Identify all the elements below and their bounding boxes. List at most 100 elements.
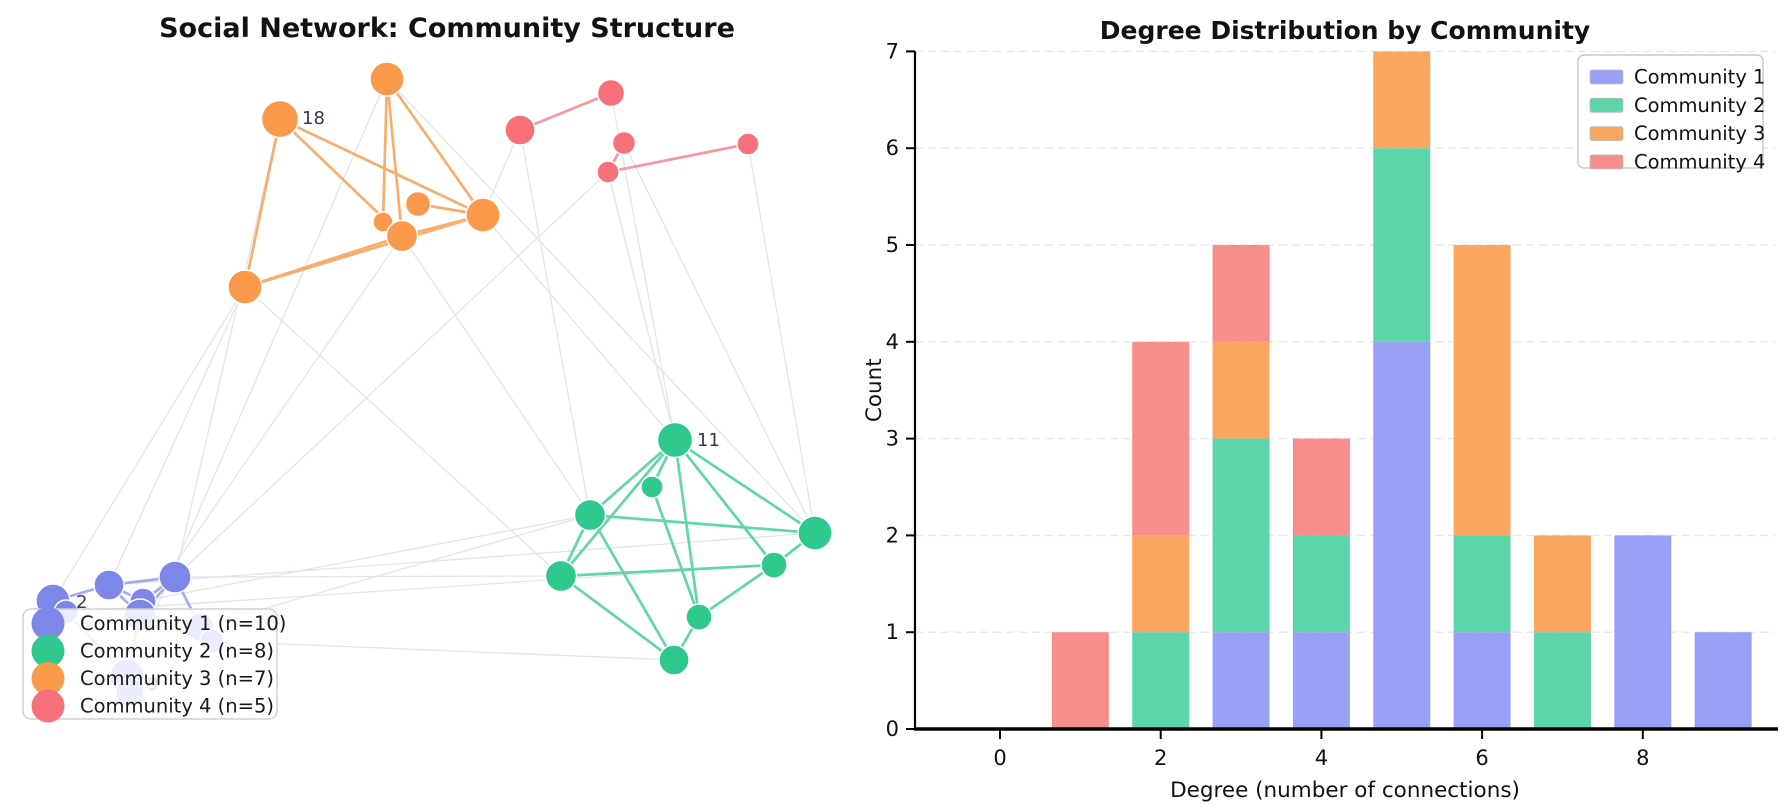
bar-segment	[1132, 632, 1190, 729]
y-tick-label: 5	[886, 233, 899, 257]
bar-segment	[1453, 535, 1511, 633]
network-nodes-community-2	[544, 421, 833, 676]
network-node	[760, 551, 788, 579]
network-edge	[650, 486, 701, 618]
bar-segment	[1614, 535, 1672, 729]
network-edges-community-4	[519, 91, 749, 174]
network-edge	[381, 78, 389, 223]
network-edge	[589, 438, 676, 517]
y-tick-label: 7	[886, 39, 899, 63]
network-edge	[589, 513, 816, 535]
network-node	[656, 421, 694, 459]
legend-marker-circle	[31, 634, 65, 668]
network-edge	[674, 438, 816, 535]
legend-marker-circle	[31, 662, 65, 695]
network-node	[369, 61, 405, 97]
network-nodes-community-4	[504, 78, 760, 184]
network-edge	[244, 234, 403, 289]
network-edge	[385, 78, 485, 216]
network-edge	[560, 574, 675, 662]
network-node	[640, 475, 664, 499]
network-legend-box	[22, 608, 278, 720]
bar-segment	[1453, 632, 1511, 729]
network-node	[797, 515, 833, 551]
network-edge	[243, 118, 282, 288]
bar-segment	[1212, 341, 1270, 439]
network-inter-edge	[139, 235, 403, 616]
network-nodes-community-3	[227, 61, 501, 305]
network-inter-edge	[108, 286, 246, 586]
legend-swatch	[1589, 97, 1624, 113]
network-node	[504, 114, 536, 146]
network-node	[260, 99, 300, 139]
network-node	[736, 132, 760, 156]
network-node	[544, 559, 578, 593]
network-node-label: 11	[697, 430, 720, 451]
histogram-legend: Community 1 Community 2 Community 3 Communi…	[1577, 54, 1765, 173]
x-axis-label: Degree (number of connections)	[1170, 778, 1520, 803]
legend-label: Community 1	[1634, 66, 1765, 89]
bar-segment	[1132, 535, 1190, 633]
bars	[1051, 51, 1752, 729]
bar-segment	[1051, 632, 1109, 729]
network-inter-edge	[607, 171, 676, 441]
bar-segment	[1373, 148, 1431, 342]
network-node	[227, 269, 263, 305]
network-edge	[588, 514, 676, 661]
network-edge	[559, 439, 677, 577]
network-edge	[279, 117, 484, 217]
network-inter-edge	[623, 142, 816, 534]
network-inter-edge	[142, 514, 591, 602]
bar-segment	[1292, 535, 1350, 633]
network-inter-edge	[174, 575, 562, 578]
legend-marker-circle	[31, 607, 65, 640]
bar-segment	[1292, 632, 1350, 729]
histogram-panel: 0 1 2 3 4 5 6 7 0 2 4 6 8 Degree (number of connectio…	[862, 39, 1778, 803]
network-inter-edge	[65, 564, 775, 613]
legend-marker-circle	[31, 689, 65, 723]
y-tick-label: 2	[886, 523, 899, 547]
network-inter-edge	[519, 129, 591, 516]
histogram-legend-box	[1577, 54, 1764, 169]
network-inter-edge	[52, 286, 246, 602]
bar-segment	[1694, 632, 1752, 729]
network-edge	[698, 563, 775, 619]
network-inter-edge	[211, 640, 675, 661]
network-node	[573, 498, 607, 532]
y-tick-label: 1	[886, 620, 899, 644]
network-inter-edge	[482, 214, 676, 441]
y-tick-label: 4	[886, 330, 899, 354]
bar-segment	[1212, 245, 1270, 342]
network-edge	[385, 78, 404, 237]
network-node	[158, 560, 192, 594]
bar-segment	[1373, 51, 1431, 149]
y-axis-label: Count	[862, 358, 887, 422]
network-node	[596, 160, 620, 184]
legend-swatch	[1589, 154, 1624, 170]
network-node	[404, 190, 432, 218]
legend-swatch	[1589, 69, 1624, 85]
legend-label: Community 2	[1634, 94, 1765, 117]
network-title: Social Network: Community Structure	[159, 13, 735, 44]
network-edge	[519, 91, 612, 132]
y-tick-label: 3	[886, 427, 899, 451]
bar-segment	[1132, 341, 1190, 536]
histogram-title: Degree Distribution by Community	[1099, 16, 1591, 45]
legend-swatch	[1589, 126, 1624, 141]
y-tick-label: 6	[886, 136, 899, 160]
bar-segment	[1292, 438, 1350, 536]
network-node	[596, 78, 626, 108]
bar-segment	[1533, 535, 1591, 633]
network-node	[611, 130, 637, 156]
network-inter-edge	[386, 78, 816, 534]
network-inter-edge	[108, 532, 816, 586]
network-edge	[607, 142, 749, 174]
bar-segment	[1453, 245, 1511, 536]
y-tick-label: 0	[886, 717, 899, 741]
network-node	[465, 197, 501, 233]
bar-segment	[1533, 632, 1591, 729]
network-edges-community-2	[559, 438, 816, 662]
network-node	[685, 603, 713, 631]
